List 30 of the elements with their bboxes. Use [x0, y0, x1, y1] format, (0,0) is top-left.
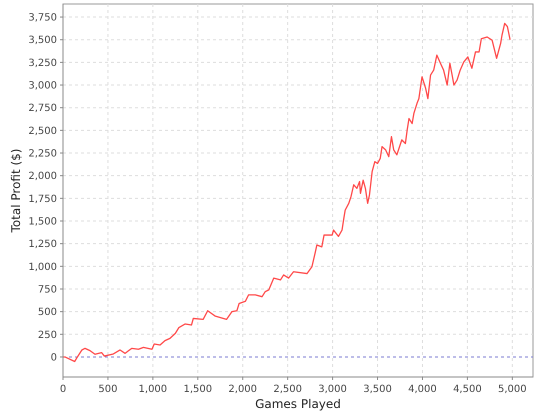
x-tick-label: 3,000	[318, 384, 347, 395]
y-tick-label: 3,000	[28, 80, 57, 92]
line-series	[62, 22, 511, 362]
y-tick-label: 1,500	[28, 216, 57, 228]
x-tick-label: 0	[60, 384, 66, 395]
x-tick-label: 500	[98, 384, 118, 395]
y-tick-label: 1,750	[28, 194, 57, 205]
x-tick-label: 3,500	[363, 384, 392, 395]
x-tick-label: 1,000	[138, 384, 168, 395]
y-axis-title: Total Profit ($)	[9, 148, 23, 234]
y-tick-label: 500	[38, 307, 57, 318]
x-axis-title: Games Played	[255, 397, 341, 411]
y-tick-label: 750	[38, 284, 57, 296]
x-tick-label: 4,000	[408, 384, 437, 395]
x-tick-label: 4,500	[453, 384, 482, 395]
y-tick-label: 1,000	[28, 262, 57, 273]
x-tick-label: 2,500	[273, 384, 302, 395]
x-tick-label: 5,000	[498, 384, 527, 395]
x-tick-label: 1,500	[183, 384, 212, 395]
x-tick-label: 2,000	[228, 384, 258, 395]
y-tick-label: 2,250	[28, 148, 57, 160]
y-tick-label: 3,250	[28, 58, 57, 69]
y-tick-label: 3,500	[28, 35, 57, 46]
y-tick-label: 250	[38, 330, 57, 341]
y-tick-label: 0	[50, 352, 57, 364]
y-tick-label: 2,750	[28, 103, 57, 114]
y-tick-label: 2,000	[28, 171, 57, 182]
y-tick-label: 3,750	[28, 12, 57, 24]
y-tick-label: 1,250	[28, 239, 57, 250]
y-tick-label: 2,500	[28, 126, 57, 137]
